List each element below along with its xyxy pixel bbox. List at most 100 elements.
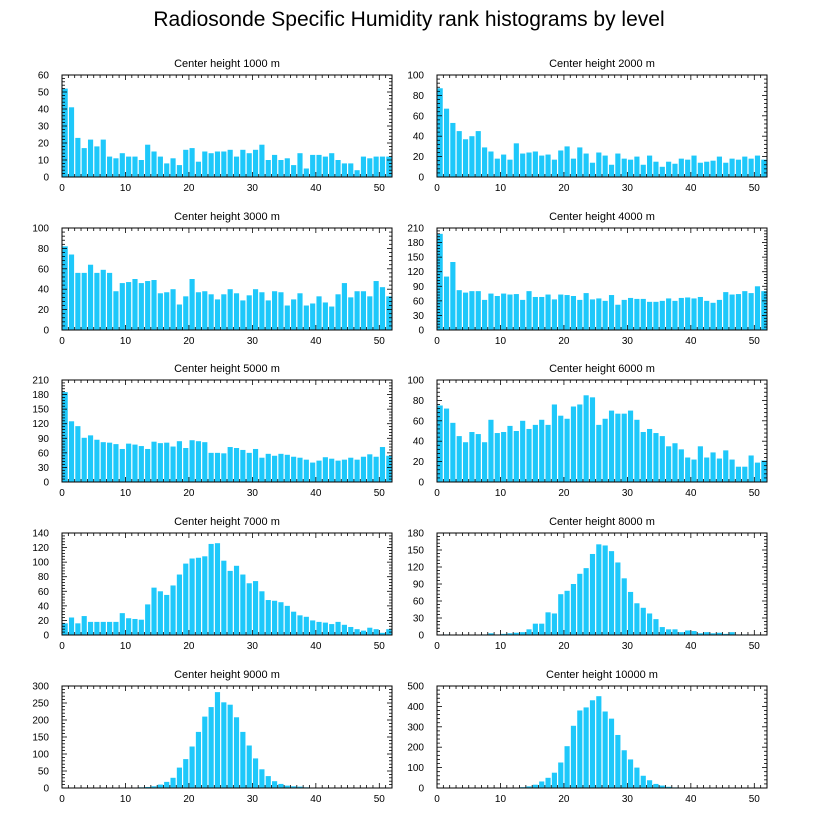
chart-panel: Center height 7000 m 0 10 20 30 40 50 0 20 40 60 80… (32, 516, 393, 652)
y-tick-label: 90 (38, 434, 50, 445)
x-tick-label: 40 (685, 488, 697, 499)
y-tick-label: 80 (413, 396, 425, 407)
bar (469, 136, 475, 177)
bar (602, 711, 608, 788)
bar (608, 164, 615, 177)
bar (672, 300, 678, 330)
bar (564, 295, 570, 330)
bar (469, 291, 475, 330)
bar (450, 262, 456, 330)
x-tick-label: 20 (558, 641, 570, 652)
bar (252, 758, 259, 788)
bar (310, 620, 316, 635)
y-tick-label: 30 (413, 311, 425, 322)
bar (443, 276, 450, 330)
panel-title: Center height 8000 m (549, 516, 655, 528)
chart-panel: Center height 9000 m 0 10 20 30 40 50 0 50 100 150… (32, 669, 393, 805)
chart-panel: Center height 3000 m 0 10 20 30 40 50 0 20 40 60 80… (32, 211, 393, 347)
x-tick-label: 40 (310, 183, 322, 194)
bar (704, 632, 710, 635)
bar (507, 425, 513, 482)
y-tick-label: 210 (32, 376, 49, 387)
bar (754, 155, 761, 177)
panel-title: Center height 7000 m (174, 516, 280, 528)
bar (494, 296, 500, 330)
bar (259, 591, 265, 635)
y-tick-label: 180 (32, 390, 49, 401)
bar (87, 264, 94, 330)
x-tick-label: 50 (749, 488, 761, 499)
bar (761, 291, 767, 330)
x-tick-label: 0 (59, 183, 65, 194)
bar (551, 613, 557, 635)
y-tick-label: 100 (407, 71, 424, 82)
bar (278, 602, 284, 635)
bar (596, 298, 602, 330)
bar (659, 300, 665, 330)
bar (360, 291, 367, 330)
bar (291, 456, 297, 482)
bar (653, 301, 659, 330)
bar (291, 165, 297, 177)
bar (126, 282, 132, 330)
bar (475, 434, 481, 482)
bar (748, 293, 754, 330)
bar (329, 624, 335, 635)
panel-title: Center height 6000 m (549, 363, 655, 375)
bar (583, 293, 589, 330)
bar (145, 144, 151, 177)
bar (360, 456, 367, 482)
bar (329, 458, 335, 482)
bar (335, 294, 341, 330)
bar (202, 151, 208, 177)
x-tick-label: 20 (183, 794, 195, 805)
bar (329, 306, 335, 330)
bar (520, 420, 526, 482)
bar (259, 769, 265, 788)
bar (634, 298, 640, 330)
x-tick-label: 0 (59, 641, 65, 652)
bar (570, 158, 577, 177)
bar (526, 786, 532, 788)
bar (348, 297, 354, 330)
bar (379, 632, 386, 635)
bar (138, 619, 144, 635)
bar (151, 280, 157, 330)
x-tick-label: 40 (685, 794, 697, 805)
bar (373, 456, 379, 482)
bar (145, 786, 151, 788)
y-tick-label: 30 (413, 614, 425, 625)
bar (322, 457, 328, 482)
bar (564, 590, 570, 635)
bar (240, 300, 246, 330)
bar (240, 149, 246, 177)
bar (94, 272, 100, 330)
bar (379, 447, 386, 482)
bar (456, 131, 462, 177)
bar (151, 441, 157, 482)
bar (208, 452, 214, 482)
x-tick-label: 0 (434, 488, 440, 499)
bar (126, 618, 132, 635)
bar (691, 631, 697, 635)
y-tick-label: 500 (407, 682, 424, 693)
bar (297, 457, 303, 482)
bar (735, 159, 742, 177)
x-tick-label: 10 (120, 183, 132, 194)
panel-title: Center height 10000 m (546, 669, 658, 681)
bar (545, 612, 551, 635)
bar (183, 563, 189, 635)
bar (697, 162, 703, 177)
bar (583, 153, 589, 177)
y-tick-label: 0 (43, 478, 49, 489)
bar (68, 421, 75, 482)
y-tick-label: 80 (38, 572, 50, 583)
bar (195, 441, 202, 482)
bar (107, 621, 113, 635)
bar (81, 148, 87, 177)
bar (259, 292, 265, 330)
x-tick-label: 0 (434, 336, 440, 347)
bar (482, 442, 488, 482)
bar (272, 291, 278, 330)
